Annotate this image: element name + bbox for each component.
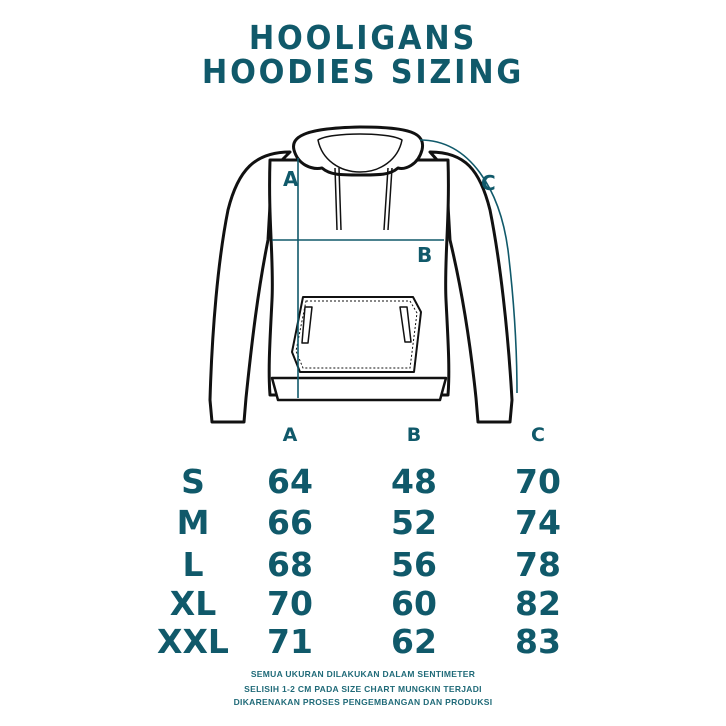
value-c: 70 (515, 462, 561, 501)
size-label: XXL (157, 622, 229, 661)
title-line-2: HOODIES SIZING (201, 52, 525, 91)
column-header-a: A (282, 424, 298, 446)
value-c: 74 (515, 503, 561, 542)
measure-line-c (419, 139, 518, 394)
value-a: 66 (267, 503, 313, 542)
size-label: S (181, 462, 205, 501)
value-b: 60 (391, 584, 437, 623)
value-c: 83 (515, 622, 561, 661)
value-b: 52 (391, 503, 437, 542)
note-line-2: SELISIH 1-2 CM PADA SIZE CHART MUNGKIN T… (244, 684, 482, 694)
size-label: M (176, 503, 210, 542)
value-b: 48 (391, 462, 437, 501)
value-a: 71 (267, 622, 313, 661)
value-c: 82 (515, 584, 561, 623)
value-a: 68 (267, 545, 313, 584)
size-label: L (182, 545, 204, 584)
value-c: 78 (515, 545, 561, 584)
column-header-c: C (531, 424, 545, 446)
value-b: 62 (391, 622, 437, 661)
label-b: B (417, 243, 432, 267)
hoodie-outline (208, 125, 514, 424)
title-line-1: HOOLIGANS (248, 18, 478, 57)
value-a: 64 (267, 462, 313, 501)
value-b: 56 (391, 545, 437, 584)
note-line-3: DIKARENAKAN PROSES PENGEMBANGAN DAN PROD… (233, 697, 493, 707)
size-label: XL (169, 584, 217, 623)
measurement-lines (272, 139, 518, 398)
column-header-b: B (406, 424, 422, 446)
label-a: A (283, 167, 299, 191)
value-a: 70 (267, 584, 313, 623)
label-c: C (481, 171, 496, 195)
note-line-1: SEMUA UKURAN DILAKUKAN DALAM SENTIMETER (250, 669, 476, 679)
